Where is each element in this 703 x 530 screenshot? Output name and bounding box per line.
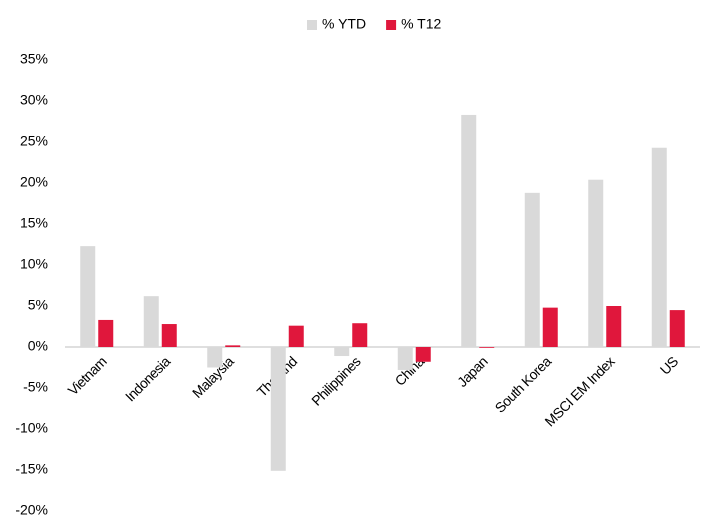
bar xyxy=(98,319,114,347)
bar xyxy=(288,325,304,347)
bar xyxy=(397,347,413,370)
bar xyxy=(352,323,368,347)
legend-label: % T12 xyxy=(401,16,441,32)
y-tick-label: 25% xyxy=(20,133,48,149)
y-tick-label: 30% xyxy=(20,92,48,108)
bar xyxy=(606,306,622,347)
bar xyxy=(542,307,558,347)
bar xyxy=(334,347,350,357)
x-tick-label: Vietnam xyxy=(65,353,110,398)
x-tick-label: South Korea xyxy=(492,353,555,416)
legend-label: % YTD xyxy=(322,16,366,32)
bar xyxy=(161,324,177,347)
y-tick-label: 15% xyxy=(20,215,48,231)
bar xyxy=(225,345,241,347)
bar xyxy=(207,347,223,368)
x-tick-label: Indonesia xyxy=(122,353,174,405)
bar xyxy=(669,310,685,347)
bar xyxy=(415,347,431,362)
bar xyxy=(461,114,477,347)
bar xyxy=(588,179,604,347)
bar xyxy=(651,147,667,347)
y-tick-label: 10% xyxy=(20,256,48,272)
y-tick-label: 0% xyxy=(28,338,48,354)
x-tick-label: US xyxy=(657,353,681,377)
bar xyxy=(270,347,286,471)
y-tick-label: -15% xyxy=(15,461,48,477)
y-tick-label: -5% xyxy=(23,379,48,395)
y-tick-label: 5% xyxy=(28,297,48,313)
legend-swatch xyxy=(386,20,397,30)
bar xyxy=(524,192,540,347)
bar xyxy=(479,347,495,348)
y-tick-label: 20% xyxy=(20,174,48,190)
y-tick-label: 35% xyxy=(20,51,48,67)
bar xyxy=(143,296,159,347)
bar xyxy=(80,246,96,347)
x-tick-label: Philippines xyxy=(308,353,364,409)
y-tick-label: -10% xyxy=(15,420,48,436)
x-tick-label: Japan xyxy=(454,353,491,390)
y-tick-label: -20% xyxy=(15,502,48,518)
legend-swatch xyxy=(307,20,317,30)
